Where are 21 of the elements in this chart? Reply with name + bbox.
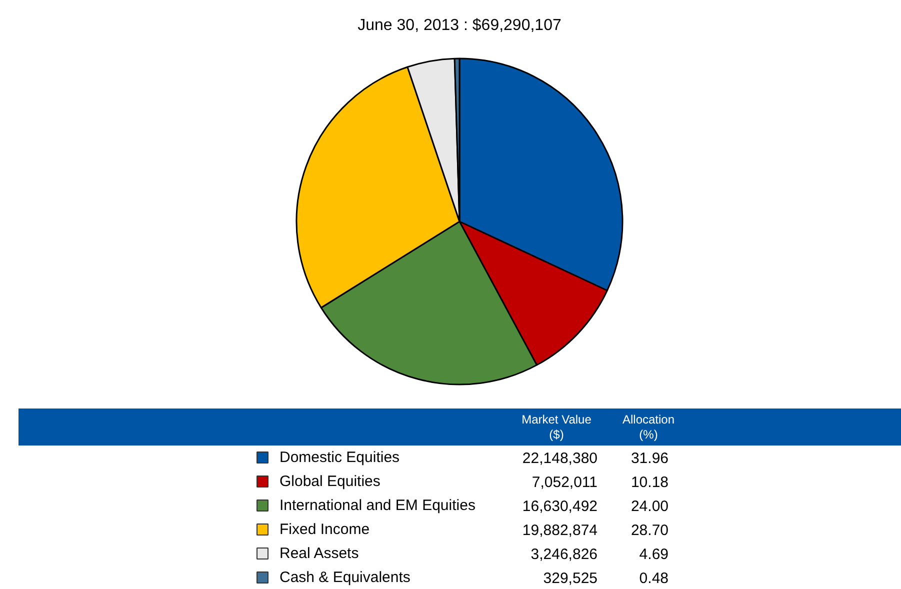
legend-label: Real Assets [280, 545, 359, 562]
data-label: 28.70 [630, 522, 669, 539]
text: 7,052,011 [532, 474, 598, 491]
text: 329,525 [543, 570, 598, 587]
legend-label: Cash & Equivalents [280, 569, 410, 586]
data-label: 24.00 [630, 498, 669, 515]
data-label: 0.48 [639, 570, 669, 587]
chart-title: June 30, 2013 : $69,290,107 [358, 17, 562, 34]
text: 16,630,492 [522, 498, 598, 515]
text: 19,882,874 [522, 522, 598, 539]
legend-label: Fixed Income [280, 521, 370, 538]
text: Allocation (%) [622, 412, 675, 442]
text: Market Value ($) [522, 412, 592, 442]
text: 3,246,826 [530, 546, 598, 563]
data-label: 4.69 [639, 546, 669, 563]
legend-label: International and EM Equities [280, 497, 476, 514]
legend-label: Domestic Equities [280, 449, 400, 466]
text: 22,148,380 [522, 450, 598, 467]
data-label: 31.96 [630, 450, 669, 467]
legend-label: Global Equities [280, 473, 380, 490]
data-label: 10.18 [630, 474, 669, 491]
